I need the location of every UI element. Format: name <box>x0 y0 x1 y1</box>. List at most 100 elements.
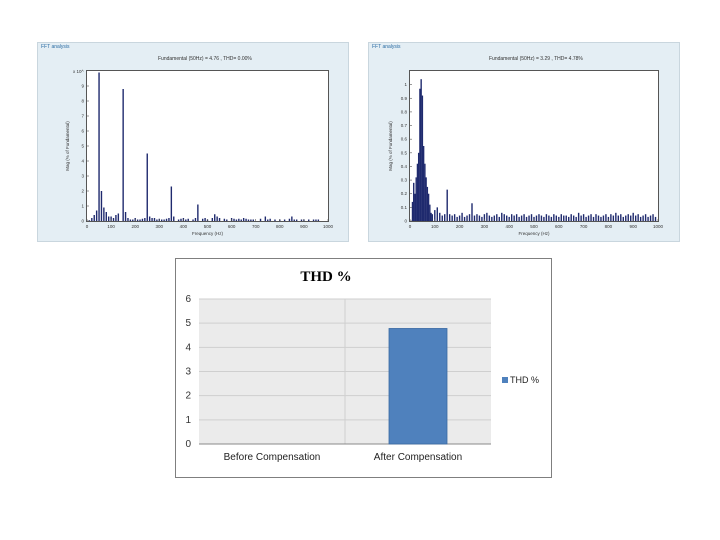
spectrum-bar <box>417 152 420 221</box>
spectrum-bar <box>430 212 432 221</box>
spectrum-bar <box>617 215 620 221</box>
spectrum-bar <box>483 214 486 221</box>
spectrum-bar <box>555 215 558 221</box>
spectrum-bar <box>558 216 560 221</box>
spectrum-bar <box>216 216 218 221</box>
x-tick-label: 200 <box>456 224 464 229</box>
y-tick-label: 5 <box>185 318 191 329</box>
spectrum-bar <box>288 218 291 221</box>
spectrum-bar <box>414 193 416 221</box>
spectrum-bar <box>312 219 315 221</box>
spectrum-before-panel: FFT analysis Fundamental (50Hz) = 4.76 ,… <box>37 42 349 242</box>
spectrum-before-chart: 0 100 200 300 400 500 600 700 800 900 1000 0 1 2 3 4 5 6 7… <box>65 69 334 236</box>
spectrum-bar <box>274 219 276 221</box>
y-tick-label: 4 <box>185 342 191 353</box>
spectrum-bar <box>95 210 98 221</box>
x-tick-label: 0 <box>86 224 89 229</box>
spectrum-bar <box>572 215 575 221</box>
y-tick-label: 0.9 <box>401 96 408 101</box>
spectrum-bar <box>129 219 132 221</box>
spectrum-bar <box>291 216 293 221</box>
spectrum-bar <box>610 214 612 221</box>
spectrum-bar <box>444 214 446 221</box>
panel-title: FFT analysis <box>41 44 70 50</box>
spectrum-bar <box>607 216 610 221</box>
spectrum-bar <box>211 218 214 221</box>
y-tick-label: 4 <box>81 159 84 164</box>
spectrum-bar <box>458 215 461 221</box>
category-label: After Compensation <box>374 452 462 463</box>
x-tick-label: 900 <box>629 224 637 229</box>
spectrum-bar <box>491 216 493 221</box>
y-tick-label: 3 <box>185 367 191 378</box>
thd-bar-chart: 0 1 2 3 4 5 6 Before Compensation After Compensa… <box>185 294 539 463</box>
spectrum-bar <box>242 218 245 221</box>
spectrum-bar <box>170 186 173 221</box>
spectrum-bar <box>427 193 430 221</box>
spectrum-bar <box>451 215 453 221</box>
spectrum-bar <box>204 218 206 221</box>
spectrum-bar <box>429 204 431 221</box>
spectrum-bar <box>141 218 144 221</box>
spectrum-bar <box>426 186 429 221</box>
axis-exponent-label: x 10^ <box>73 69 85 74</box>
spectrum-bar <box>93 215 95 221</box>
spectrum-bar <box>415 177 417 221</box>
y-tick-label: 5 <box>81 144 84 149</box>
y-tick-label: 2 <box>81 189 84 194</box>
y-tick-label: 1 <box>81 204 84 209</box>
x-tick-label: 700 <box>252 224 260 229</box>
spectrum-bar <box>553 214 555 221</box>
spectrum-bar <box>245 218 247 221</box>
y-tick-label: 0.3 <box>401 178 408 183</box>
spectrum-bar <box>533 216 535 221</box>
spectrum-bar <box>214 214 216 221</box>
spectrum-bar <box>463 216 466 221</box>
spectrum-bar <box>424 163 426 221</box>
spectrum-bar <box>127 218 129 221</box>
x-axis-label: Frequency (Hz) <box>192 231 224 236</box>
spectrum-bar <box>622 216 624 221</box>
spectrum-bar <box>540 215 543 221</box>
spectrum-bar <box>654 216 657 221</box>
spectrum-after-panel: FFT analysis Fundamental (50Hz) = 3.29 ,… <box>368 42 680 242</box>
spectrum-bar <box>597 215 600 221</box>
spectrum-plot-area <box>86 70 329 222</box>
y-tick-label: 0.6 <box>401 137 408 142</box>
spectrum-bar <box>151 218 153 221</box>
spectrum-bar <box>468 214 471 221</box>
spectrum-bar <box>639 216 642 221</box>
x-tick-label: 300 <box>156 224 164 229</box>
spectrum-bar <box>88 220 91 221</box>
spectrum-bar <box>422 146 425 221</box>
spectrum-bar <box>103 207 105 221</box>
spectrum-bar <box>177 219 180 221</box>
spectrum-bar <box>161 219 163 221</box>
spectrum-bar <box>466 215 468 221</box>
spectrum-bar <box>456 216 458 221</box>
y-tick-label: 0.7 <box>401 123 408 128</box>
spectrum-bar <box>503 214 505 221</box>
spectrum-bar <box>550 216 553 221</box>
chart-title: THD % <box>300 269 352 285</box>
y-tick-label: 0 <box>185 439 191 450</box>
y-tick-label: 6 <box>185 294 191 305</box>
spectrum-bar <box>223 218 226 221</box>
spectrum-bar <box>168 218 170 221</box>
spectrum-bar <box>194 218 197 221</box>
thd-bar <box>388 328 448 445</box>
x-tick-label: 900 <box>300 224 308 229</box>
x-tick-label: 500 <box>530 224 538 229</box>
spectrum-bar <box>570 214 572 221</box>
spectrum-bar <box>649 215 652 221</box>
spectrum-after-chart: 0 100 200 300 400 500 600 700 800 900 1000 0 0.1 0.2 0… <box>388 79 664 236</box>
spectrum-bar <box>153 218 156 221</box>
spectrum-bar <box>600 216 602 221</box>
legend-swatch <box>502 377 508 383</box>
spectrum-bar <box>293 219 295 221</box>
spectrum-bar <box>453 214 456 221</box>
spectrum-bar <box>112 218 115 221</box>
spectrum-bar <box>197 204 199 221</box>
y-tick-label: 2 <box>185 391 191 402</box>
spectrum-bar <box>315 219 317 221</box>
